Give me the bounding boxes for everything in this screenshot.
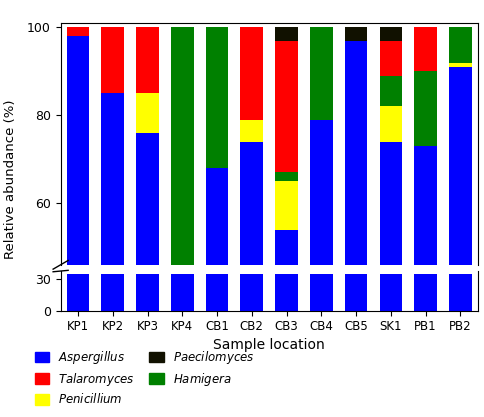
Bar <box>413 71 436 146</box>
Bar <box>136 274 158 311</box>
Bar <box>240 28 262 120</box>
Bar <box>275 173 297 181</box>
Bar <box>136 133 158 417</box>
Bar <box>379 274 401 311</box>
Bar <box>136 93 158 133</box>
Bar <box>101 28 124 93</box>
Bar <box>240 142 262 417</box>
Bar <box>275 181 297 230</box>
Bar <box>205 28 228 168</box>
Bar <box>240 120 262 142</box>
Bar <box>309 28 332 120</box>
Bar <box>379 76 401 106</box>
Bar <box>413 274 436 311</box>
Bar <box>344 40 366 417</box>
Bar <box>413 146 436 417</box>
Bar <box>101 93 124 417</box>
Bar <box>379 40 401 76</box>
Bar <box>275 28 297 40</box>
Bar <box>205 274 228 311</box>
Bar <box>101 274 124 311</box>
Text: Relative abundance (%): Relative abundance (%) <box>4 100 17 259</box>
Bar <box>448 274 470 311</box>
Bar <box>379 106 401 142</box>
Bar <box>136 28 158 93</box>
Bar <box>171 28 193 417</box>
Bar <box>275 230 297 417</box>
Bar <box>309 274 332 311</box>
X-axis label: Sample location: Sample location <box>213 337 324 352</box>
Bar <box>344 274 366 311</box>
Bar <box>448 67 470 417</box>
Bar <box>275 40 297 173</box>
Bar <box>344 28 366 40</box>
Bar <box>309 120 332 417</box>
Bar <box>240 274 262 311</box>
Bar <box>67 274 89 311</box>
Bar <box>448 28 470 63</box>
Bar <box>379 28 401 40</box>
Bar <box>205 168 228 417</box>
Bar <box>275 274 297 311</box>
Bar <box>67 36 89 417</box>
Bar <box>171 274 193 311</box>
Bar <box>67 28 89 36</box>
Bar <box>448 63 470 67</box>
Bar <box>413 28 436 71</box>
Legend: $\it{Aspergillus}$, $\it{Talaromyces}$, $\it{Penicillium}$, $\it{Paecilomyces}$,: $\it{Aspergillus}$, $\it{Talaromyces}$, … <box>30 344 259 411</box>
Bar <box>379 142 401 417</box>
